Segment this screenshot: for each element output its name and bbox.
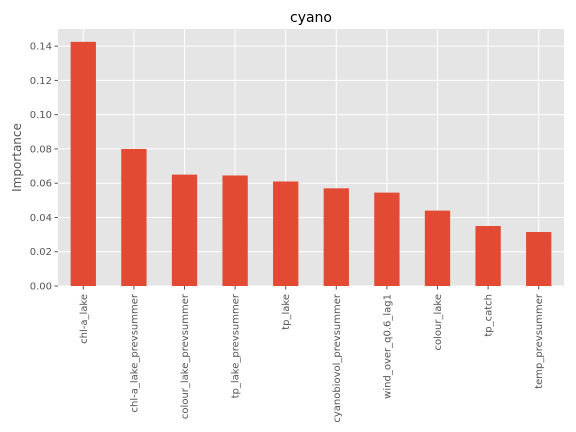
x-tick-label: tp_lake_prevsummer [231,293,242,398]
x-tick-label: colour_lake_prevsummer [180,293,191,419]
y-tick-label: 0.00 [30,282,52,293]
x-tick-label: chl-a_lake_prevsummer [129,293,140,412]
bar-chl-a_lake [71,42,96,286]
y-tick-label: 0.08 [30,144,52,155]
y-tick-label: 0.02 [30,247,52,258]
chart-title: cyano [290,10,332,26]
bar-cyanobiovol_prevsummer [324,188,349,286]
x-tick-label: colour_lake [433,294,444,350]
x-axis-ticks: chl-a_lake chl-a_lake_prevsummer colour_la… [79,286,545,423]
bar-wind_over_q0.6_lag1 [374,193,399,286]
bar-colour_lake_prevsummer [172,175,197,286]
bar-temp_prevsummer [526,232,551,286]
x-tick-label: temp_prevsummer [534,293,545,389]
y-axis-label: Importance [10,123,24,192]
y-axis-ticks: 0.00 0.02 0.04 0.06 0.08 0.10 0.12 0.14 [30,42,58,293]
bar-tp_lake [273,181,298,286]
x-tick-label: tp_lake [281,294,292,330]
bar-tp_lake_prevsummer [222,175,247,286]
y-tick-label: 0.10 [30,110,52,121]
y-tick-label: 0.04 [30,213,52,224]
y-tick-label: 0.14 [30,42,52,53]
x-tick-label: cyanobiovol_prevsummer [332,293,343,423]
bar-tp_catch [475,226,500,286]
y-tick-label: 0.12 [30,76,52,87]
y-tick-label: 0.06 [30,179,52,190]
x-tick-label: chl-a_lake [79,294,90,344]
bar-chl-a_lake_prevsummer [121,149,146,286]
x-tick-label: wind_over_q0.6_lag1 [382,294,393,399]
x-tick-label: tp_catch [484,294,495,337]
bar-colour_lake [425,211,450,286]
